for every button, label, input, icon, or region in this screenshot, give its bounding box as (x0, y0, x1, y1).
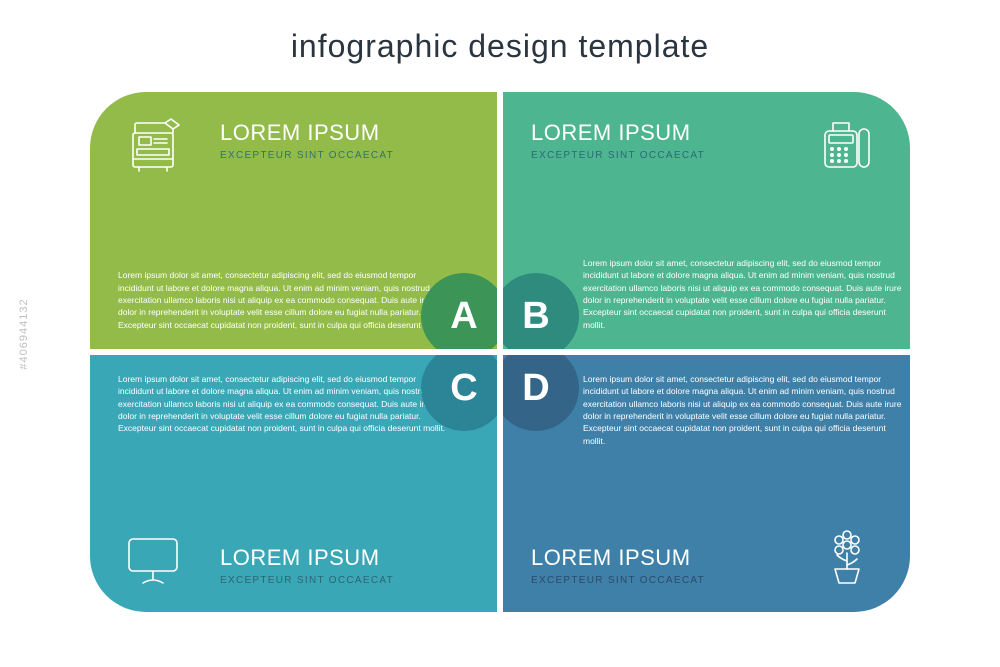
monitor-icon (118, 524, 188, 594)
fax-icon (812, 110, 882, 180)
panel-c-body: Lorem ipsum dolor sit amet, consectetur … (118, 373, 448, 435)
panel-b: LOREM IPSUM EXCEPTEUR SINT OCCAECAT Lore… (503, 92, 910, 349)
panel-c-heading-group: LOREM IPSUM EXCEPTEUR SINT OCCAECAT (220, 545, 394, 586)
flower-icon (812, 524, 882, 594)
panel-d: Lorem ipsum dolor sit amet, consectetur … (503, 355, 910, 612)
badge-b: B (503, 273, 579, 349)
panel-a-heading: LOREM IPSUM (220, 120, 394, 146)
page-title: infographic design template (0, 28, 1000, 65)
panel-b-body: Lorem ipsum dolor sit amet, consectetur … (583, 257, 910, 331)
panel-a-body: Lorem ipsum dolor sit amet, consectetur … (118, 269, 448, 331)
infographic-grid: LOREM IPSUM EXCEPTEUR SINT OCCAECAT Lore… (90, 92, 910, 612)
panel-d-heading-group: LOREM IPSUM EXCEPTEUR SINT OCCAECAT (531, 545, 705, 586)
panel-b-heading: LOREM IPSUM (531, 120, 705, 146)
panel-c: Lorem ipsum dolor sit amet, consectetur … (90, 355, 497, 612)
panel-d-heading: LOREM IPSUM (531, 545, 705, 571)
panel-a-heading-group: LOREM IPSUM EXCEPTEUR SINT OCCAECAT (220, 120, 394, 161)
panel-a-subheading: EXCEPTEUR SINT OCCAECAT (220, 150, 394, 161)
panel-c-heading: LOREM IPSUM (220, 545, 394, 571)
panel-c-subheading: EXCEPTEUR SINT OCCAECAT (220, 575, 394, 586)
panel-b-subheading: EXCEPTEUR SINT OCCAECAT (531, 150, 705, 161)
panel-d-subheading: EXCEPTEUR SINT OCCAECAT (531, 575, 705, 586)
panel-d-body: Lorem ipsum dolor sit amet, consectetur … (583, 373, 910, 447)
watermark: #406944132 (18, 298, 30, 369)
panel-b-heading-group: LOREM IPSUM EXCEPTEUR SINT OCCAECAT (531, 120, 705, 161)
printer-icon (118, 110, 188, 180)
panel-a: LOREM IPSUM EXCEPTEUR SINT OCCAECAT Lore… (90, 92, 497, 349)
badge-d: D (503, 355, 579, 431)
